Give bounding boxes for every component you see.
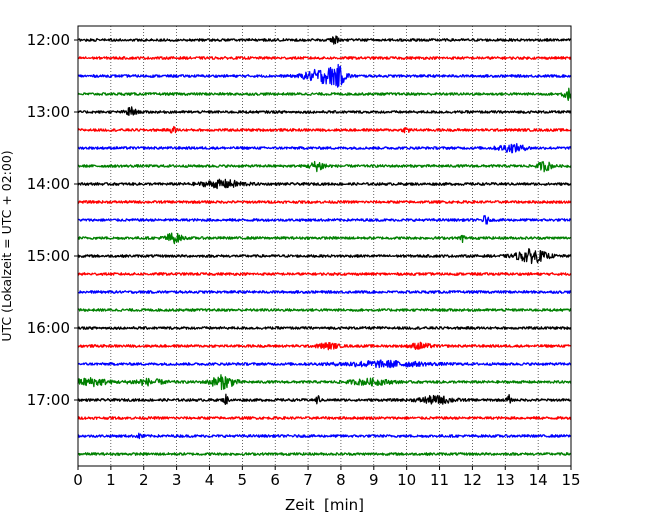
x-tick-label: 12 [463,471,482,489]
y-tick-label: 15:00 [27,247,70,265]
trace-layer [77,35,572,456]
y-tick-label: 14:00 [27,175,70,193]
trace-row-1600 [77,326,572,330]
trace-row-1530 [77,290,572,294]
trace-row-1730 [77,432,572,440]
x-tick-label: 7 [303,471,313,489]
trace-row-1315 [77,125,572,134]
trace-row-1745 [77,452,572,456]
trace-row-1415 [77,200,572,204]
trace-row-1500 [77,248,572,265]
y-tick-label: 13:00 [27,103,70,121]
x-tick-label: 15 [561,471,580,489]
trace-row-1515 [77,272,572,276]
y-tick-label: 16:00 [27,319,70,337]
trace-row-1245 [77,87,572,102]
trace-row-1300 [77,106,572,116]
trace-row-1200 [77,35,572,45]
trace-row-1400 [77,178,572,190]
x-tick-label: 14 [529,471,548,489]
x-tick-label: 6 [270,471,280,489]
x-tick-label: 1 [106,471,116,489]
trace-row-1345 [77,160,572,173]
trace-row-1545 [77,308,572,312]
trace-row-1430 [77,214,572,225]
plot-frame [77,25,572,467]
x-tick-label: 2 [139,471,149,489]
x-tick-label: 3 [172,471,182,489]
x-tick-label: 10 [397,471,416,489]
trace-row-1630 [77,359,572,369]
x-tick-label: 13 [496,471,515,489]
y-axis-label: UTC (Lokalzeit = UTC + 02:00) [0,150,14,341]
trace-row-1330 [77,143,572,154]
trace-row-1445 [77,232,572,245]
trace-row-1230 [77,63,572,88]
trace-row-1615 [77,341,572,351]
x-tick-label: 0 [73,471,83,489]
x-axis-label: Zeit [min] [285,496,364,514]
y-axis: 12:00 13:00 14:00 15:00 16:00 17:00 [27,31,78,409]
x-tick-label: 4 [205,471,215,489]
trace-row-1715 [77,416,572,420]
x-tick-label: 9 [369,471,379,489]
grid-layer [110,26,539,466]
x-tick-label: 5 [238,471,248,489]
trace-row-1645 [77,374,572,391]
trace-row-1215 [77,56,572,60]
y-tick-label: 17:00 [27,391,70,409]
x-axis: 0 1 2 3 4 5 6 7 8 9 10 11 12 13 14 15 [73,466,581,489]
x-tick-label: 8 [336,471,346,489]
x-tick-label: 11 [430,471,449,489]
y-tick-label: 12:00 [27,31,70,49]
trace-row-1700 [77,393,572,405]
